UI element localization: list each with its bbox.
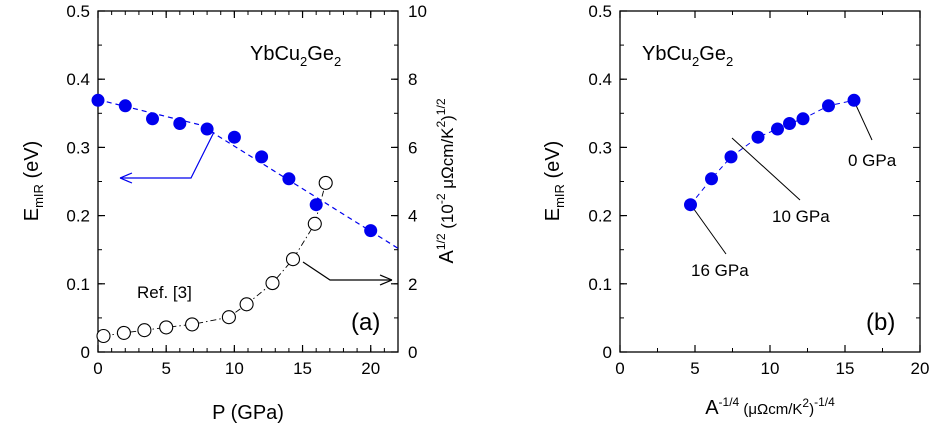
ref3-point xyxy=(137,323,152,338)
b-x-tick-label: 20 xyxy=(911,359,930,378)
ref3-point xyxy=(318,175,333,190)
arrows-a xyxy=(119,131,393,286)
emir-point-b xyxy=(684,198,697,212)
a-x-tick-label: 15 xyxy=(293,359,312,378)
b-y-tick-label: 0.2 xyxy=(588,207,612,226)
fit-line xyxy=(97,99,399,249)
annotation-16gpa: 16 GPa xyxy=(691,261,749,280)
series-ref3 xyxy=(96,175,333,344)
x-axis-title-b: A-1/4 (μΩcm/K2)-1/4 xyxy=(705,395,835,419)
y-axis-title-b: EmIR (eV) xyxy=(542,141,567,222)
emir-point-b xyxy=(751,130,765,144)
ref-label: Ref. [3] xyxy=(137,283,192,302)
a-y2-tick-label: 0 xyxy=(408,343,417,362)
ticks-a: 0 5 10 15 20 0 0.1 0.2 0.3 0.4 0.5 0 2 4 6 8 10 xyxy=(66,2,427,378)
a-y-tick-label: 0.4 xyxy=(66,70,90,89)
b-x-tick-label: 15 xyxy=(836,359,855,378)
y-axis-title-left-a: EmIR (eV) xyxy=(21,141,46,222)
leader-16gpa xyxy=(690,204,727,255)
connector-b xyxy=(690,99,855,206)
a-y-tick-label: 0.5 xyxy=(66,2,90,21)
arrow-to-right-axis xyxy=(302,261,392,281)
emir-connector-b xyxy=(690,99,855,206)
arrowhead-left xyxy=(119,172,133,184)
a-y-tick-label: 0.2 xyxy=(66,207,90,226)
fit-line-a xyxy=(97,99,399,249)
leader-10gpa xyxy=(731,137,801,201)
y-axis-title-right-a: A1/2 (10-2 μΩcm/K2)1/2 xyxy=(434,98,458,263)
ref3-point xyxy=(116,325,131,340)
a-x-tick-label: 20 xyxy=(361,359,380,378)
a-y2-tick-label: 8 xyxy=(408,70,417,89)
emir-point-b xyxy=(771,122,784,136)
emir-point-a xyxy=(146,112,159,126)
annotation-10gpa: 10 GPa xyxy=(772,207,830,226)
a-y2-tick-label: 2 xyxy=(408,275,417,294)
emir-point-a xyxy=(309,198,323,212)
b-y-tick-label: 0.1 xyxy=(588,275,612,294)
b-y-tick-label: 0 xyxy=(603,343,612,362)
emir-point-a xyxy=(200,122,214,136)
b-y-tick-label: 0.3 xyxy=(588,138,612,157)
ref3-point xyxy=(185,317,200,332)
series-emir-b xyxy=(684,93,861,212)
emir-point-a xyxy=(364,224,378,238)
a-y2-tick-label: 6 xyxy=(408,138,417,157)
a-x-tick-label: 10 xyxy=(225,359,244,378)
emir-point-a xyxy=(255,150,269,164)
ref3-point xyxy=(265,276,280,291)
emir-point-a xyxy=(282,172,296,186)
ref3-point xyxy=(307,216,322,231)
ref3-point xyxy=(221,310,236,325)
ref3-point xyxy=(159,320,174,335)
leader-0gpa xyxy=(854,102,873,141)
emir-point-b xyxy=(783,117,796,130)
x-axis-title-a: P (GPa) xyxy=(212,402,284,424)
panel-a: 0 5 10 15 20 0 0.1 0.2 0.3 0.4 0.5 0 2 4 6 8 10 YbCu2Ge2… xyxy=(21,2,458,424)
annotation-leaders-b xyxy=(690,102,873,255)
emir-point-a xyxy=(118,99,132,113)
compound-label-a: YbCu2Ge2 xyxy=(250,43,341,69)
a-x-tick-label: 0 xyxy=(93,359,102,378)
a-y-tick-label: 0.3 xyxy=(66,138,90,157)
compound-label-b: YbCu2Ge2 xyxy=(642,43,733,69)
arrow-to-left-axis xyxy=(120,131,215,179)
emir-point-a xyxy=(173,117,187,130)
emir-point-b xyxy=(822,99,835,113)
ref3-point xyxy=(239,297,254,312)
series-emir-a xyxy=(91,93,378,238)
a-y-tick-label: 0.1 xyxy=(66,275,90,294)
a-x-tick-label: 5 xyxy=(161,359,170,378)
emir-point-b xyxy=(796,112,810,126)
a-y2-tick-label: 4 xyxy=(408,207,417,226)
a-y-tick-label: 0 xyxy=(81,343,90,362)
a-y2-tick-label: 10 xyxy=(408,2,427,21)
b-x-tick-label: 5 xyxy=(690,359,699,378)
emir-point-a xyxy=(227,130,241,144)
emir-point-b xyxy=(847,93,861,107)
b-x-tick-label: 0 xyxy=(615,359,624,378)
b-y-tick-label: 0.4 xyxy=(588,70,612,89)
annotation-0gpa: 0 GPa xyxy=(848,151,897,170)
ticks-b: 0 5 10 15 20 0 0.1 0.2 0.3 0.4 0.5 xyxy=(588,2,929,378)
arrowhead-right xyxy=(379,274,393,286)
panel-letter-b: (b) xyxy=(866,309,895,336)
b-y-tick-label: 0.5 xyxy=(588,2,612,21)
emir-point-a xyxy=(91,93,105,107)
emir-point-b xyxy=(724,150,738,164)
emir-point-b xyxy=(705,172,718,186)
ref3-point xyxy=(285,252,301,267)
ref3-point xyxy=(96,328,111,344)
panel-letter-a: (a) xyxy=(351,309,380,336)
b-x-tick-label: 10 xyxy=(761,359,780,378)
